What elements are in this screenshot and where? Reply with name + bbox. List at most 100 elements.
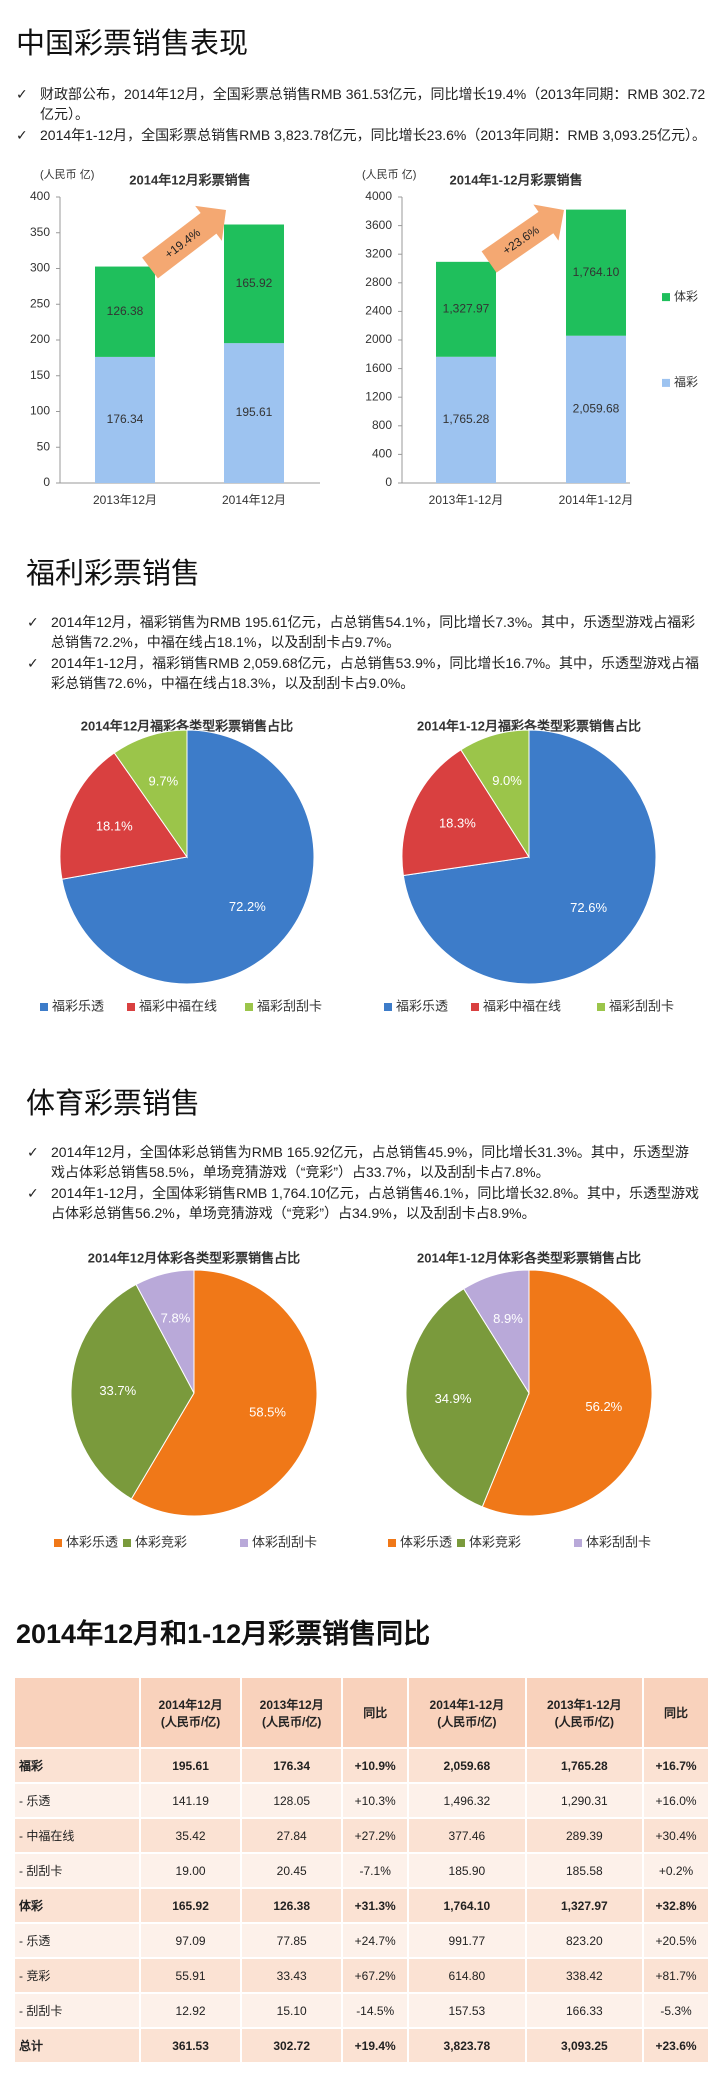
value-label: 1,764.10: [573, 265, 620, 279]
y-axis-label: (人民币 亿): [362, 168, 416, 181]
table-cell: 338.42: [524, 1957, 645, 1994]
table-cell: 1,765.28: [524, 1747, 645, 1784]
y-tick-label: 0: [43, 475, 50, 489]
header-cell: 2014年12月 (人民币/亿): [138, 1676, 243, 1749]
table-row: - 竞彩 55.91 33.43 +67.2% 614.80 338.42 +81.7%: [13, 1957, 710, 1994]
table-cell: 77.85: [240, 1922, 344, 1959]
value-label: 72.2%: [229, 899, 266, 914]
bar-segment: [95, 266, 155, 357]
value-label: 18.1%: [96, 818, 133, 833]
header-cell: 同比: [341, 1676, 410, 1749]
table-cell: +24.7%: [341, 1922, 410, 1959]
header-cell: 2013年1-12月 (人民币/亿): [524, 1676, 645, 1749]
y-tick-label: 250: [30, 296, 50, 310]
table-cell: +16.0%: [642, 1782, 710, 1819]
table-cell: 1,496.32: [407, 1782, 527, 1819]
table-cell: - 乐透: [13, 1782, 141, 1819]
bar-segment: [566, 209, 626, 336]
value-label: 126.38: [107, 304, 144, 318]
chart-title: 2014年12月彩票销售: [129, 172, 250, 187]
table-cell: 2,059.68: [407, 1747, 527, 1784]
section-title: 中国彩票销售表现: [16, 28, 249, 60]
value-label: 34.9%: [435, 1391, 472, 1406]
table-cell: 614.80: [407, 1957, 527, 1994]
pie-slice: [463, 1269, 530, 1395]
table-cell: 185.90: [407, 1852, 527, 1889]
legend-swatch: [471, 1003, 479, 1011]
y-tick-label: 2800: [365, 275, 392, 289]
pie-slice: [113, 729, 188, 859]
value-label: 195.61: [236, 405, 273, 419]
table-cell: 55.91: [138, 1957, 243, 1994]
value-label: 7.8%: [161, 1310, 191, 1325]
legend-label: 体彩竞彩: [135, 1534, 187, 1549]
legend-label: 福彩乐透: [396, 998, 448, 1013]
x-tick-label: 2014年1-12月: [559, 493, 634, 507]
y-tick-label: 350: [30, 225, 50, 239]
table-cell: 126.38: [240, 1887, 344, 1924]
y-tick-label: 1200: [365, 389, 392, 403]
value-label: 8.9%: [493, 1311, 523, 1326]
table-cell: - 乐透: [13, 1922, 141, 1959]
table-cell: 3,093.25: [524, 2027, 645, 2064]
value-label: 1,327.97: [443, 301, 490, 315]
legend-swatch: [457, 1539, 465, 1547]
x-tick-label: 2013年1-12月: [429, 493, 504, 507]
table-cell: 1,290.31: [524, 1782, 645, 1819]
pie-slice: [405, 1288, 530, 1508]
legend-label: 体彩刮刮卡: [252, 1534, 317, 1549]
table-cell: 361.53: [138, 2027, 243, 2064]
bar-segment: [224, 224, 284, 344]
legend-label: 体彩: [674, 289, 698, 303]
table-row: - 乐透 141.19 128.05 +10.3% 1,496.32 1,290.31 +1…: [13, 1782, 710, 1819]
legend-swatch: [662, 293, 670, 302]
table-cell: 19.00: [138, 1852, 243, 1889]
bar-segment: [436, 261, 496, 357]
value-label: 33.7%: [99, 1383, 136, 1398]
table-cell: 总计: [13, 2027, 141, 2064]
legend-swatch: [597, 1003, 605, 1011]
y-axis-label: (人民币 亿): [40, 168, 94, 181]
table-cell: 166.33: [524, 1992, 645, 2029]
value-label: 9.0%: [492, 773, 522, 788]
table-cell: +0.2%: [642, 1852, 710, 1889]
value-label: 176.34: [107, 412, 144, 426]
chart-title: 2014年1-12月福彩各类型彩票销售占比: [417, 718, 641, 733]
bar-segment: [566, 335, 626, 483]
table-cell: +31.3%: [341, 1887, 410, 1924]
legend-label: 福彩中福在线: [483, 998, 561, 1013]
bullet: 2014年1-12月，福彩销售RMB 2,059.68亿元，占总销售53.9%，…: [27, 653, 701, 693]
table-cell: -7.1%: [341, 1852, 410, 1889]
legend-label: 福彩乐透: [52, 998, 104, 1013]
table-cell: +81.7%: [642, 1957, 710, 1994]
legend-swatch: [388, 1539, 396, 1547]
bar-segment: [436, 356, 496, 483]
pie-slice: [135, 1269, 195, 1394]
bullet-list: 财政部公布，2014年12月，全国彩票总销售RMB 361.53亿元，同比增长1…: [16, 84, 710, 146]
value-label: 56.2%: [585, 1399, 622, 1414]
pie-slice: [130, 1269, 318, 1517]
legend-swatch: [574, 1539, 582, 1547]
value-label: 2,059.68: [573, 402, 620, 416]
y-tick-label: 400: [30, 189, 50, 203]
pie-slice: [460, 729, 530, 859]
value-label: 9.7%: [149, 773, 179, 788]
table-cell: 176.34: [240, 1747, 344, 1784]
table-cell: 15.10: [240, 1992, 344, 2029]
header-row: 2014年12月 (人民币/亿) 2013年12月 (人民币/亿) 同比 2014年1…: [13, 1676, 710, 1749]
y-tick-label: 50: [37, 439, 51, 453]
y-tick-label: 400: [372, 447, 392, 461]
table-cell: -14.5%: [341, 1992, 410, 2029]
table-cell: 289.39: [524, 1817, 645, 1854]
table-cell: 128.05: [240, 1782, 344, 1819]
table-cell: - 中福在线: [13, 1817, 141, 1854]
table-row: - 刮刮卡 12.92 15.10 -14.5% 157.53 166.33 -5.3%: [13, 1992, 710, 2029]
legend-swatch: [662, 378, 670, 387]
legend-swatch: [54, 1539, 62, 1547]
table-cell: 823.20: [524, 1922, 645, 1959]
y-tick-label: 300: [30, 261, 50, 275]
legend-label: 体彩竞彩: [469, 1534, 521, 1549]
legend-swatch: [127, 1003, 135, 1011]
value-label: 18.3%: [439, 816, 476, 831]
